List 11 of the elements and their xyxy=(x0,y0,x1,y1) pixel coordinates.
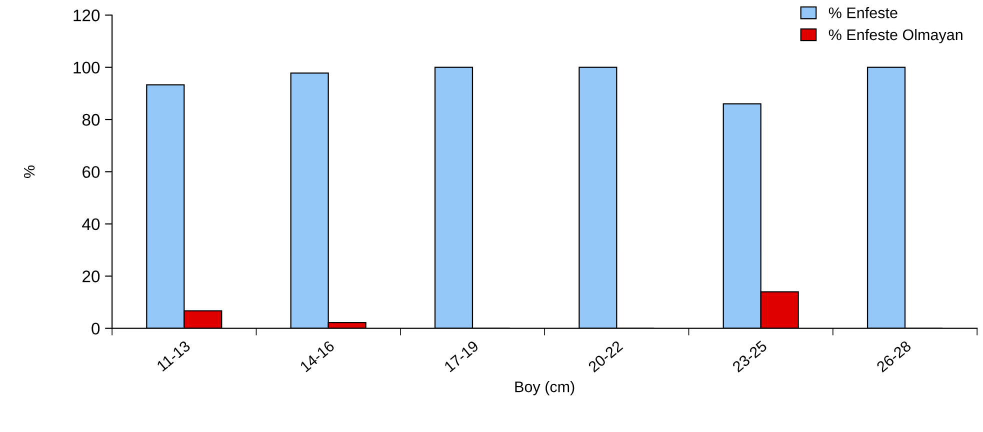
x-axis-title: Boy (cm) xyxy=(515,381,574,396)
legend-label: % Enfeste Olmayan xyxy=(828,28,962,44)
y-tick-label: 40 xyxy=(82,218,100,230)
y-axis-title: % xyxy=(24,165,35,178)
y-tick-label: 60 xyxy=(82,166,100,178)
y-tick-label: 0 xyxy=(92,322,100,335)
y-tick-label: 100 xyxy=(74,62,100,74)
y-tick-label: 80 xyxy=(82,114,100,126)
y-tick-label: 120 xyxy=(74,10,100,22)
y-tick-label: 20 xyxy=(82,270,100,282)
legend-label: % Enfeste xyxy=(828,7,898,18)
